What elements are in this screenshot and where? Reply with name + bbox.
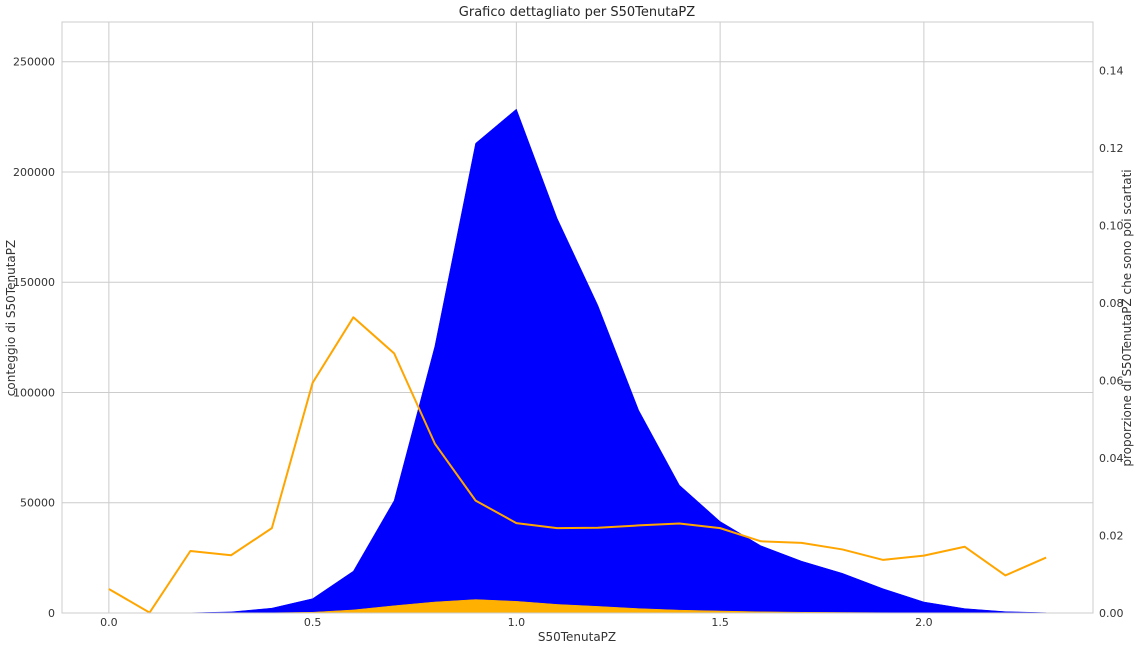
y-right-tick-label: 0.10 — [1099, 219, 1124, 232]
chart-title: Grafico dettagliato per S50TenutaPZ — [459, 5, 695, 20]
x-tick-label: 0.5 — [304, 616, 322, 629]
line-series-2 — [108, 316, 1047, 614]
x-tick-label: 1.5 — [711, 616, 729, 629]
line-series-group — [108, 316, 1047, 614]
y-right-axis-title: proporzione di S50TenutaPZ che sono poi … — [1120, 169, 1134, 466]
x-tick-label: 2.0 — [915, 616, 933, 629]
y-right-tick-label: 0.12 — [1099, 142, 1124, 155]
x-tick-label: 1.0 — [508, 616, 526, 629]
y-left-tick-label: 100000 — [13, 386, 55, 399]
y-right-tick-label: 0.02 — [1099, 529, 1124, 542]
y-left-axis-ticks: 0 50000 100000 150000 200000 250000 — [13, 56, 55, 620]
plot-frame — [61, 21, 1094, 614]
area-series-group — [108, 108, 1047, 614]
y-left-axis-title: conteggio di S50TenutaPZ — [4, 240, 18, 396]
area-series-0 — [108, 108, 1047, 614]
y-right-tick-label: 0.06 — [1099, 374, 1124, 387]
y-left-tick-label: 200000 — [13, 166, 55, 179]
x-tick-label: 0.0 — [100, 616, 118, 629]
x-axis-ticks: 0.0 0.5 1.0 1.5 2.0 — [100, 616, 933, 629]
y-right-tick-label: 0.08 — [1099, 297, 1124, 310]
y-right-axis-ticks: 0.00 0.02 0.04 0.06 0.08 0.10 0.12 0.14 — [1099, 64, 1124, 620]
y-right-tick-label: 0.04 — [1099, 452, 1124, 465]
y-left-tick-label: 150000 — [13, 276, 55, 289]
y-left-tick-label: 250000 — [13, 56, 55, 69]
y-right-tick-label: 0.14 — [1099, 64, 1124, 77]
y-left-tick-label: 50000 — [20, 497, 55, 510]
y-left-tick-label: 0 — [48, 607, 55, 620]
y-right-tick-label: 0.00 — [1099, 607, 1124, 620]
x-axis-title: S50TenutaPZ — [538, 630, 616, 644]
